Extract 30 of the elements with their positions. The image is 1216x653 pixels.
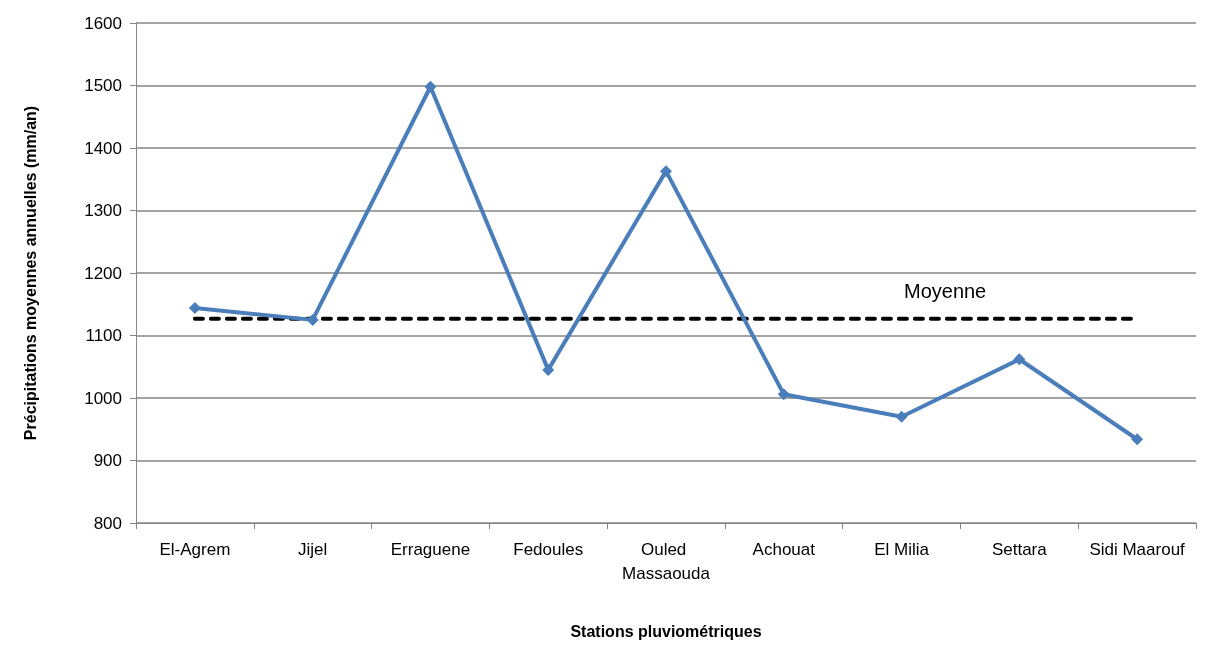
point xyxy=(895,410,908,423)
point xyxy=(188,302,201,314)
point xyxy=(424,80,437,93)
y-tick-label: 1300 xyxy=(84,201,122,220)
series-label: Moyenne xyxy=(903,279,987,302)
y-tick-label: 1200 xyxy=(84,263,122,283)
x-tick-label: El-Agrem xyxy=(159,539,231,559)
x-tick-label: Jijel xyxy=(298,539,328,559)
y-tick-label: 1600 xyxy=(84,13,122,33)
y-tick-label: 800 xyxy=(93,513,122,533)
point xyxy=(1131,433,1144,446)
x-tick-label: Ouled Massaouda xyxy=(622,539,711,583)
point xyxy=(1013,353,1026,366)
x-axis-title: Stations pluviométriques xyxy=(570,622,762,640)
y-tick-label: 1400 xyxy=(84,138,122,158)
x-tick-label: Settara xyxy=(991,539,1048,559)
x-tick-label: Fedoules xyxy=(513,539,584,559)
point xyxy=(542,363,555,376)
y-tick-label: 900 xyxy=(93,451,122,470)
point xyxy=(306,313,319,326)
point xyxy=(660,165,672,178)
x-tick-label: Sidi Maarouf xyxy=(1089,539,1186,559)
y-tick-label: 1100 xyxy=(85,326,122,345)
point xyxy=(777,388,790,401)
y-axis-title: Précipitations moyennes annuelles (mm/an) xyxy=(21,105,39,441)
x-tick-label: Erraguene xyxy=(390,539,471,559)
x-tick-label: Achouat xyxy=(752,539,816,559)
y-tick-label: 1000 xyxy=(84,388,122,408)
x-tick-label: El Milia xyxy=(874,539,930,559)
y-tick-label: 1500 xyxy=(84,76,122,95)
